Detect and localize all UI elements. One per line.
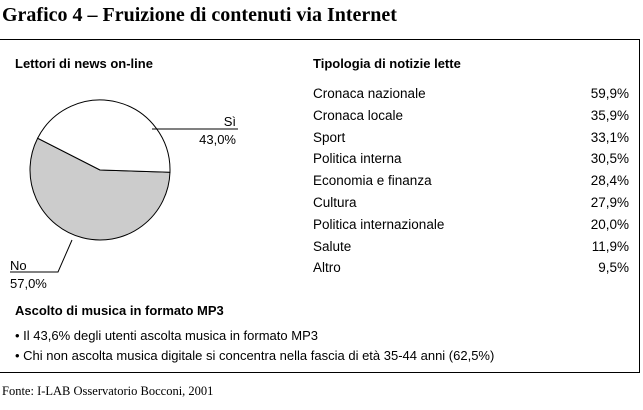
news-type-label: Cultura — [313, 194, 357, 210]
news-type-row: Sport 33,1% — [313, 128, 631, 150]
pie-label-no: No — [10, 258, 27, 273]
page-title: Grafico 4 – Fruizione di contenuti via I… — [2, 4, 397, 26]
pie-chart-heading: Lettori di news on-line — [15, 56, 153, 71]
news-type-value: 20,0% — [590, 216, 629, 232]
news-type-label: Politica internazionale — [313, 216, 445, 232]
news-type-value: 59,9% — [590, 86, 629, 101]
news-type-row: Altro 9,5% — [313, 258, 631, 280]
news-type-value: 9,5% — [598, 260, 629, 276]
news-type-value: 30,5% — [590, 151, 629, 167]
news-type-label: Altro — [313, 260, 341, 276]
news-type-label: Politica interna — [313, 151, 402, 167]
pie-chart: Sì 43,0% No 57,0% — [10, 99, 238, 291]
mp3-bullet: • Il 43,6% degli utenti ascolta musica i… — [15, 328, 318, 343]
pie-label-si: Sì — [224, 114, 236, 129]
news-type-value: 35,9% — [590, 107, 629, 123]
news-type-label: Economia e finanza — [313, 173, 432, 189]
leader-line-no — [10, 239, 73, 273]
news-type-value: 27,9% — [590, 194, 629, 210]
news-type-row: Cronaca nazionale 59,9% — [313, 84, 631, 106]
mp3-bullet: • Chi non ascolta musica digitale si con… — [15, 348, 495, 363]
news-type-label: Salute — [313, 238, 352, 254]
news-type-row: Cultura 27,9% — [313, 193, 631, 215]
frame-bottom-border — [0, 372, 640, 373]
news-type-label: Cronaca locale — [313, 107, 404, 123]
frame-right-border — [639, 39, 640, 372]
news-type-row: Economia e finanza 28,4% — [313, 171, 631, 193]
news-types-table: Cronaca nazionale 59,9% Cronaca locale 35,… — [313, 84, 631, 280]
news-type-row: Salute 11,9% — [313, 237, 631, 259]
pie-slice-si — [36, 99, 171, 173]
mp3-heading: Ascolto di musica in formato MP3 — [15, 303, 224, 318]
news-type-value: 33,1% — [590, 129, 629, 145]
news-types-heading: Tipologia di notizie lette — [313, 56, 461, 71]
news-type-row: Politica interna 30,5% — [313, 149, 631, 171]
source-note: Fonte: I-LAB Osservatorio Bocconi, 2001 — [2, 384, 214, 398]
pie-slice-no — [29, 137, 171, 241]
pie-value-no: 57,0% — [10, 276, 47, 291]
news-type-row: Politica internazionale 20,0% — [313, 215, 631, 237]
news-type-label: Cronaca nazionale — [313, 86, 426, 101]
news-type-label: Sport — [313, 129, 346, 145]
news-type-row: Cronaca locale 35,9% — [313, 106, 631, 128]
frame-top-border — [0, 39, 640, 40]
news-type-value: 11,9% — [591, 238, 629, 254]
news-type-value: 28,4% — [590, 173, 629, 189]
pie-value-si: 43,0% — [199, 132, 236, 147]
mp3-bullet-list: • Il 43,6% degli utenti ascolta musica i… — [15, 328, 494, 368]
